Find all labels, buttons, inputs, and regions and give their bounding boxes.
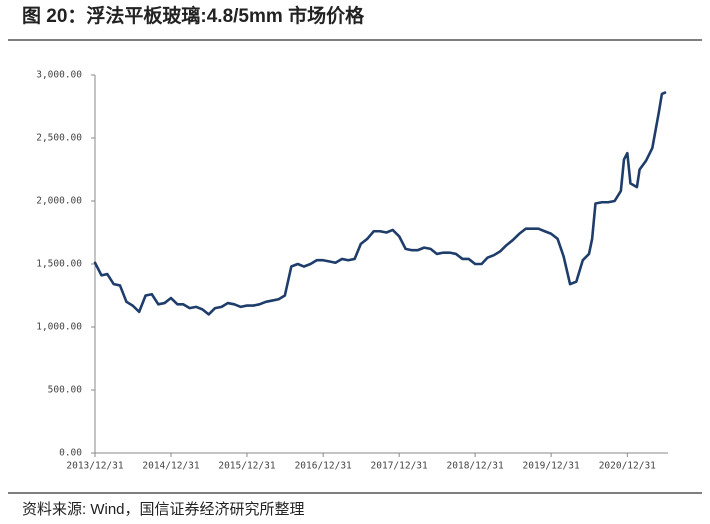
data-line [93, 91, 667, 316]
x-tick-label: 2016/12/31 [295, 461, 352, 472]
y-tick-label: 2,000.00 [36, 196, 82, 207]
y-tick-label: 0.00 [59, 448, 82, 459]
chart-title: 图 20：浮法平板玻璃:4.8/5mm 市场价格 [22, 4, 365, 27]
y-tick-label: 3,000.00 [36, 70, 82, 81]
x-tick-label: 2019/12/31 [523, 461, 580, 472]
y-tick-label: 1,500.00 [36, 259, 82, 270]
x-tick-label: 2017/12/31 [371, 461, 428, 472]
source-note: 资料来源: Wind，国信证券经济研究所整理 [22, 501, 305, 518]
y-tick-label: 2,500.00 [36, 133, 82, 144]
y-tick-label: 500.00 [48, 385, 83, 396]
y-tick-label: 1,000.00 [36, 322, 82, 333]
x-tick-label: 2020/12/31 [599, 461, 656, 472]
x-tick-label: 2015/12/31 [218, 461, 275, 472]
x-tick-label: 2014/12/31 [142, 461, 199, 472]
x-tick-label: 2018/12/31 [447, 461, 504, 472]
x-tick-label: 2013/12/31 [66, 461, 123, 472]
